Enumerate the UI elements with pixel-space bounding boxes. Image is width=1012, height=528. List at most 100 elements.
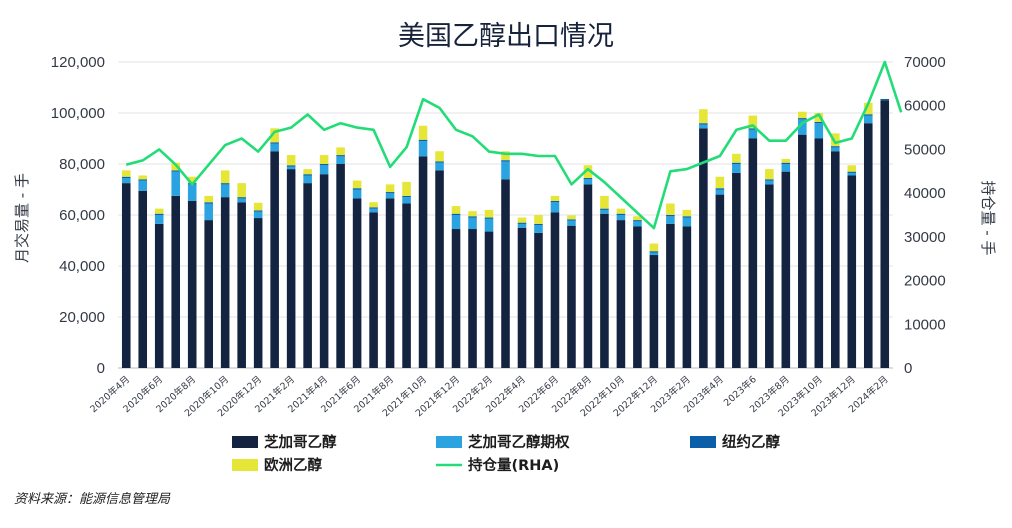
bar-europe [204,195,213,203]
legend-label: 芝加哥乙醇 [264,433,337,451]
bar-nymex [616,213,626,215]
bar-europe [814,113,824,122]
y-tick-label-left: 80,000 [59,156,105,173]
legend-swatch-chicago_options [436,436,462,448]
bar-chicago [402,203,411,368]
bar-europe [748,115,758,129]
bar-chicago_options [220,184,230,198]
bar-nymex [600,208,609,210]
bar-chicago_options [253,211,263,219]
bar-chicago_options [352,189,362,199]
bar-chicago [781,171,791,368]
bar-chicago_options [748,129,758,139]
bar-chicago [550,212,560,368]
y-tick-label-left: 120,000 [51,54,105,71]
bar-chicago_options [369,208,378,213]
chart-title: 美国乙醇出口情况 [398,21,614,52]
bar-chicago_options [484,218,494,232]
legend-label: 纽约乙醇 [722,433,780,451]
bar-nymex [550,200,560,203]
bar-nymex [402,195,411,198]
y-tick-label-left: 0 [97,360,105,377]
y-tick-label-right: 40000 [904,185,946,202]
bar-chicago_options [798,119,807,135]
legend-label: 欧洲乙醇 [264,456,322,474]
bar-chicago [534,232,543,368]
y-tick-label-right: 70000 [904,54,946,71]
bar-chicago [418,156,428,368]
bar-nymex [418,139,428,142]
bar-chicago [352,198,362,368]
bar-europe [699,109,708,124]
bar-chicago [286,169,296,368]
bar-chicago [880,100,890,368]
bar-chicago [303,183,312,368]
bar-europe [237,183,246,198]
bar-chicago_options [616,215,626,221]
bar-europe [583,165,593,179]
bar-nymex [121,176,131,179]
bar-europe [715,176,725,189]
bar-europe [831,133,840,147]
legend-label: 芝加哥乙醇期权 [468,433,570,451]
bar-europe [418,125,428,140]
bar-nymex [715,188,725,190]
bar-chicago [748,138,758,368]
bar-chicago_options [138,180,148,191]
bar-chicago [583,184,593,368]
bar-nymex [583,178,593,180]
bar-chicago [814,138,824,368]
bar-europe [765,169,774,180]
y-tick-label-right: 10000 [904,316,946,333]
bar-chicago [616,220,626,368]
bar-nymex [534,223,543,226]
bar-nymex [270,142,279,144]
bar-europe [732,153,741,163]
bar-chicago_options [385,193,395,199]
bar-europe [633,216,642,221]
bar-chicago_options [154,215,164,224]
bar-chicago_options [270,143,279,152]
bar-europe [567,215,576,220]
x-axis-ticks: 2020年4月2020年6月2020年8月2020年10月2020年12月202… [88,373,891,419]
bar-chicago [863,123,873,368]
bar-chicago [435,170,444,368]
y-axis-title-right: 持仓量 - 手 [979,181,997,256]
bar-nymex [286,165,296,167]
bar-nymex [567,219,576,221]
bar-europe [319,155,329,164]
bar-chicago_options [204,203,213,221]
bar-nymex [352,188,362,190]
bar-europe [550,195,560,201]
bar-chicago [649,255,659,368]
bar-nymex [633,220,642,222]
bar-chicago_options [435,162,444,171]
bar-chicago_options [649,252,659,256]
bar-europe [534,215,543,224]
bar-chicago [765,184,774,368]
bar-chicago [682,226,692,368]
bar-nymex [451,213,461,215]
bar-europe [451,206,461,214]
bar-chicago [369,212,378,368]
bar-nymex [435,161,444,163]
bar-chicago [732,172,741,368]
bar-nymex [501,160,510,162]
bar-nymex [666,215,675,217]
bar-chicago [798,134,807,368]
bar-chicago_options [517,223,527,228]
bar-nymex [781,162,791,164]
bar-layer [121,98,890,368]
bar-chicago_options [781,164,791,172]
bar-chicago_options [171,171,180,196]
bar-chicago_options [336,156,345,164]
left-axis-ticks: 0 20,000 40,000 60,000 80,000 100,000 120,000 [51,54,105,377]
bar-chicago [633,226,642,368]
bar-chicago [468,229,477,368]
bar-nymex [484,217,494,219]
bar-nymex [220,183,230,185]
bar-europe [385,184,395,193]
bar-chicago_options [567,220,576,226]
bar-europe [798,111,807,119]
